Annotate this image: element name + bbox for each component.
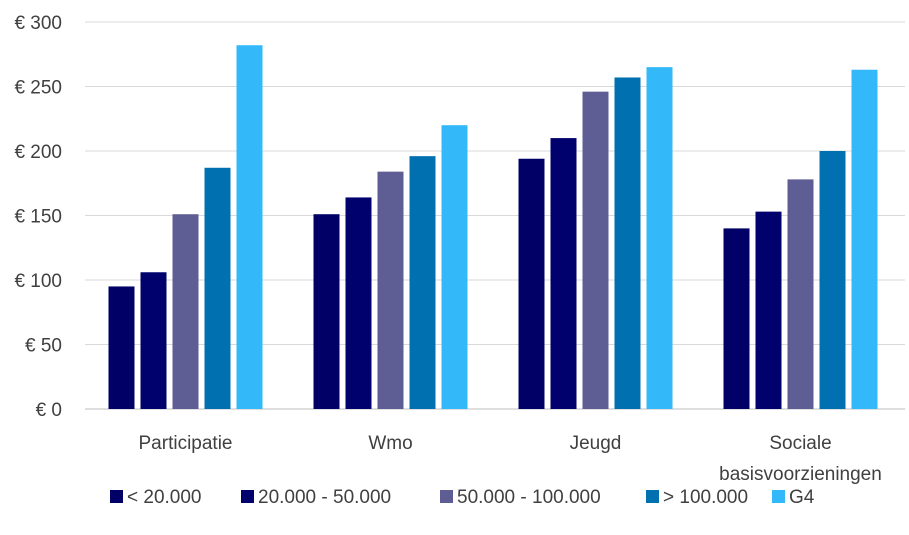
y-tick-label: € 0 [36,400,62,421]
x-axis: Participatie Wmo Jeugd Sociale basisvoorzien… [139,433,882,485]
legend-label: < 20.000 [127,487,202,508]
y-tick-label: € 200 [14,142,62,163]
legend-label: > 100.000 [663,487,748,508]
bar [377,171,404,409]
bar [646,67,673,410]
bar [518,158,545,409]
bar [582,91,609,409]
legend-swatch [440,490,453,503]
y-tick-label: € 300 [14,13,62,34]
bar [236,45,263,409]
bar [550,138,577,409]
y-tick-label: € 150 [14,207,62,228]
legend-swatch [646,490,659,503]
x-tick-label-line: Sociale [769,433,831,454]
legend: < 20.000 20.000 - 50.000 50.000 - 100.000 >… [110,487,815,508]
bar [108,286,135,409]
legend-label: G4 [789,487,815,508]
bar [409,156,436,409]
x-tick-label: Jeugd [570,433,622,454]
bar [787,179,814,409]
x-tick-label-line: Participatie [139,433,233,454]
bar [313,214,340,409]
bar [140,272,167,409]
legend-swatch [241,490,254,503]
bar [345,197,372,409]
y-axis: € 0 € 50 € 100 € 150 € 200 € 250 € 300 [14,13,62,421]
bar [851,69,878,409]
bar [172,214,199,409]
legend-swatch [110,490,123,503]
x-tick-label: Wmo [368,433,412,454]
y-tick-label: € 100 [14,271,62,292]
bar [755,211,782,409]
bar [723,228,750,409]
x-tick-label: Participatie [139,433,233,454]
x-tick-label-line: basisvoorzieningen [719,464,882,485]
x-tick-label-line: Jeugd [570,433,622,454]
y-tick-label: € 50 [25,336,62,357]
bar [204,167,231,409]
bar [441,125,468,409]
legend-label: 20.000 - 50.000 [258,487,391,508]
bar [819,151,846,409]
x-tick-label: Sociale basisvoorzieningen [719,433,882,485]
y-tick-label: € 250 [14,78,62,99]
legend-swatch [772,490,785,503]
bar [614,77,641,409]
x-tick-label-line: Wmo [368,433,412,454]
legend-label: 50.000 - 100.000 [457,487,601,508]
bars [108,45,878,410]
